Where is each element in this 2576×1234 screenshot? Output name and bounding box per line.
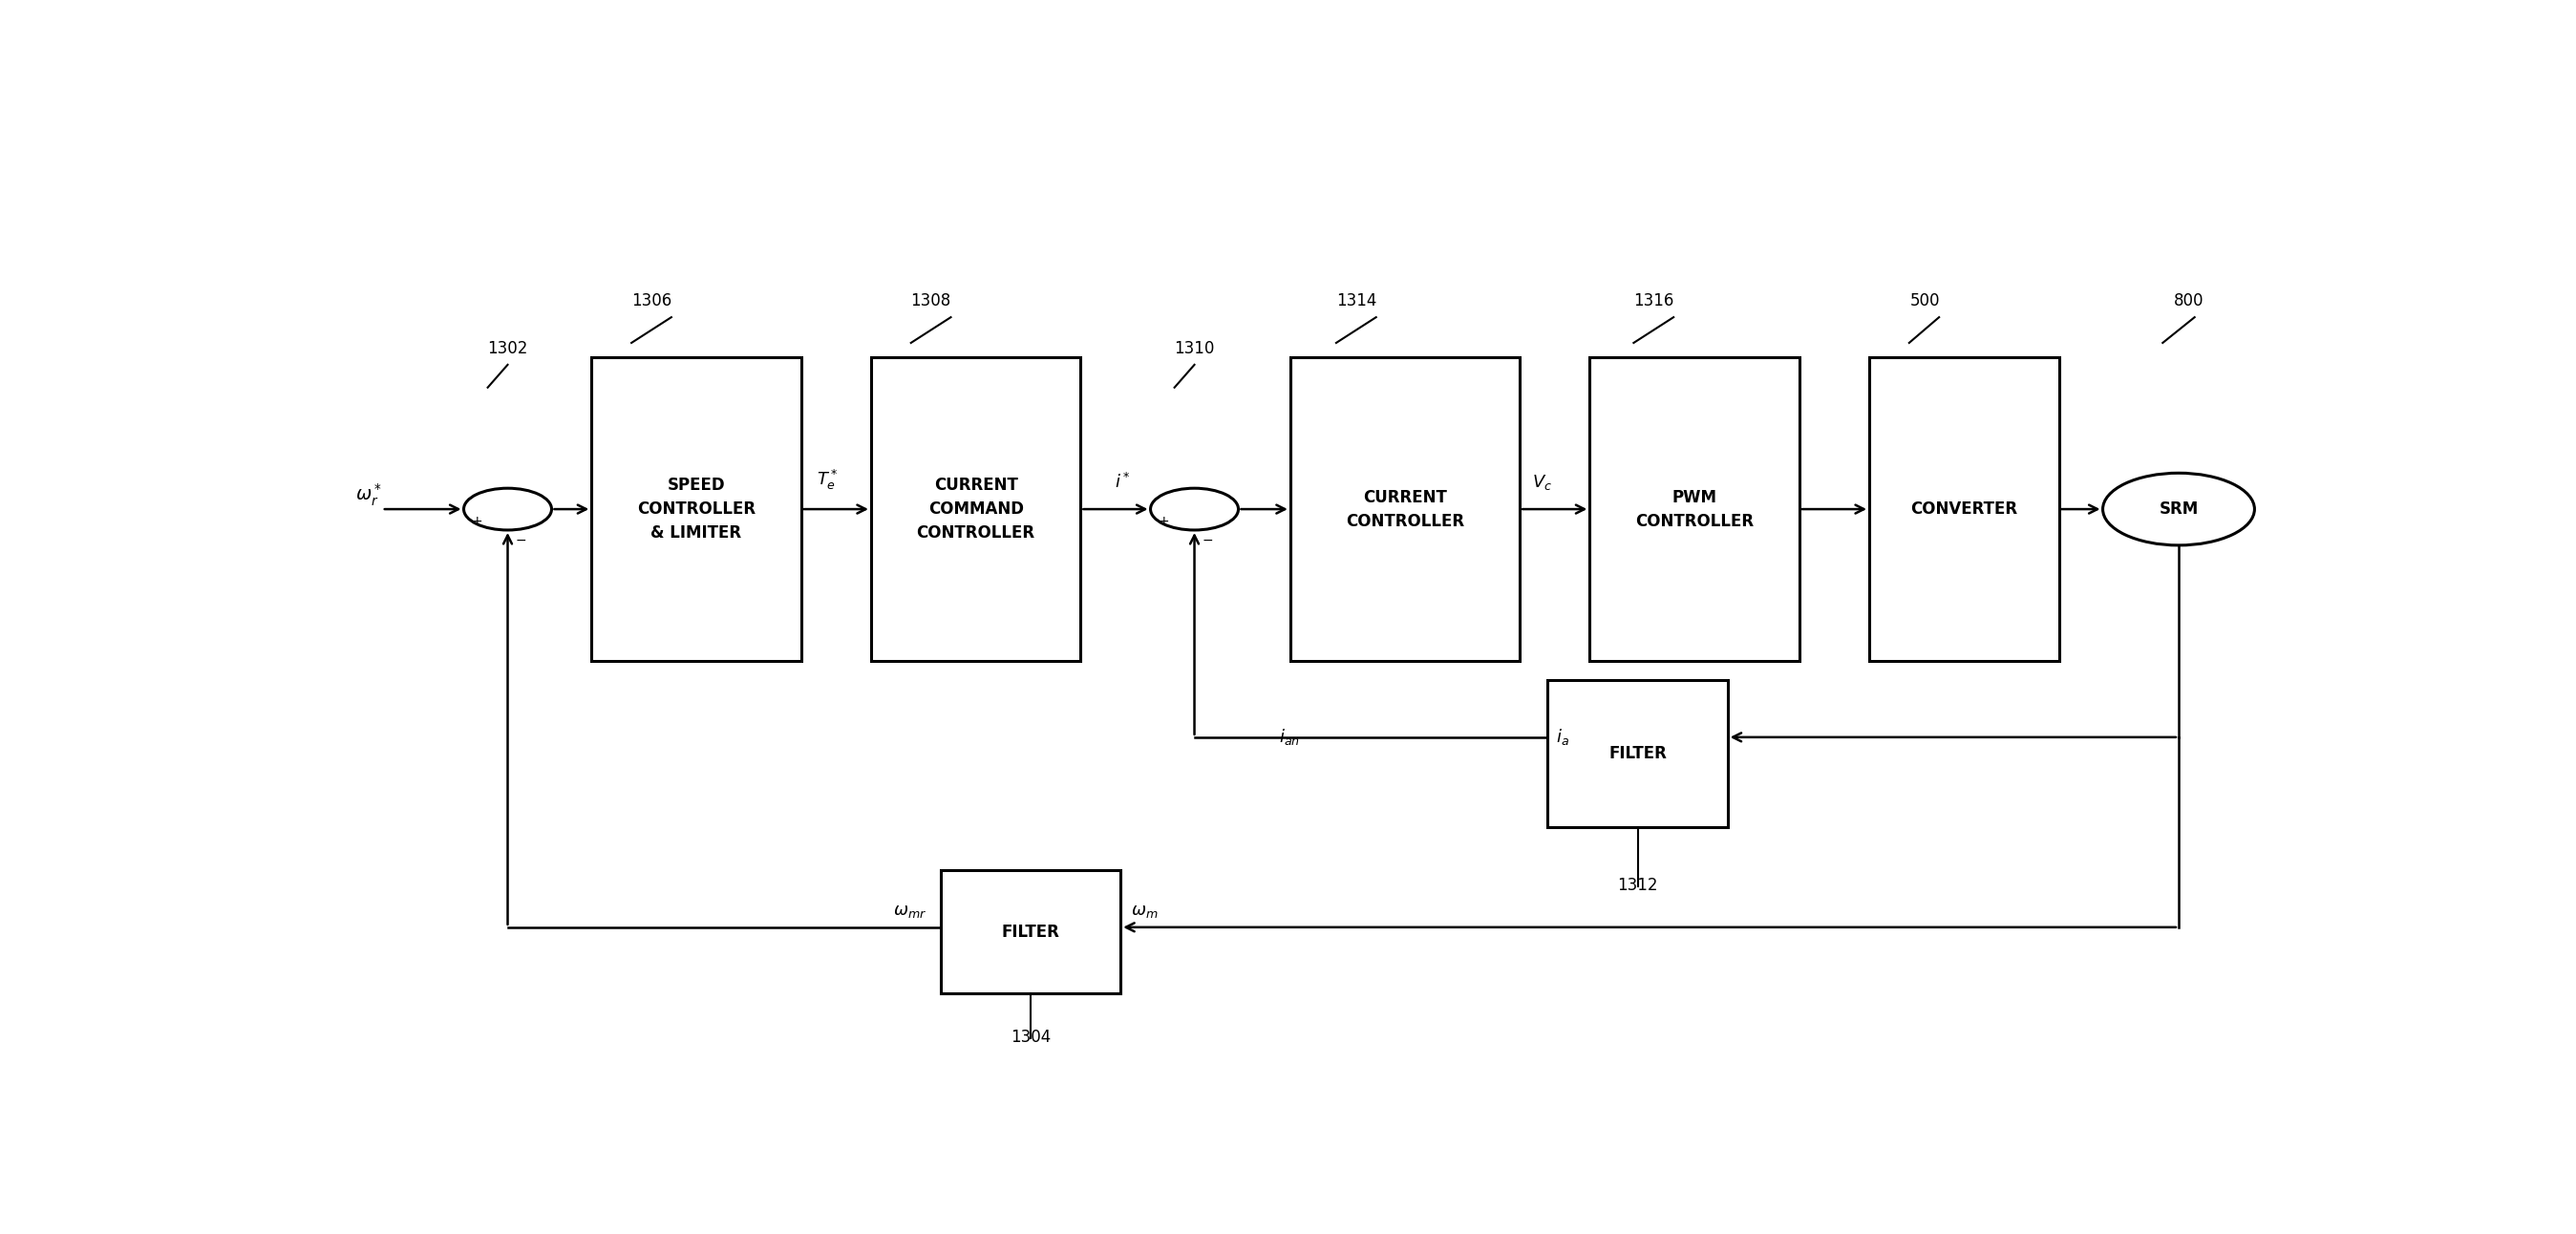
Text: 800: 800 [2174, 292, 2202, 310]
Text: 1308: 1308 [912, 292, 951, 310]
Text: 1302: 1302 [487, 339, 528, 357]
Text: $\omega_{mr}$: $\omega_{mr}$ [894, 902, 927, 919]
Text: −: − [515, 534, 526, 547]
Text: $V_c$: $V_c$ [1533, 473, 1551, 492]
Text: CURRENT
CONTROLLER: CURRENT CONTROLLER [1345, 489, 1463, 529]
Text: +: + [471, 515, 482, 528]
Bar [1870, 357, 2058, 661]
Bar [940, 870, 1121, 993]
Text: SRM: SRM [2159, 501, 2197, 518]
Bar [1589, 357, 1798, 661]
Text: 1312: 1312 [1618, 877, 1659, 893]
Text: 1314: 1314 [1337, 292, 1376, 310]
Bar [592, 357, 801, 661]
Text: 1316: 1316 [1633, 292, 1674, 310]
Circle shape [1151, 489, 1239, 531]
Text: $T_e^*$: $T_e^*$ [817, 468, 840, 492]
Bar [871, 357, 1082, 661]
Text: $i_a$: $i_a$ [1556, 727, 1569, 747]
Text: $i^*$: $i^*$ [1115, 473, 1131, 492]
Circle shape [2102, 473, 2254, 545]
Circle shape [464, 489, 551, 531]
Text: $i_{an}$: $i_{an}$ [1280, 727, 1301, 747]
Text: 1310: 1310 [1175, 339, 1216, 357]
Text: SPEED
CONTROLLER
& LIMITER: SPEED CONTROLLER & LIMITER [636, 476, 755, 542]
Text: CONVERTER: CONVERTER [1911, 501, 2017, 518]
Text: $\omega_m$: $\omega_m$ [1131, 902, 1157, 919]
Text: FILTER: FILTER [1002, 923, 1059, 940]
Text: $\omega_r^*$: $\omega_r^*$ [355, 481, 381, 508]
Text: 1304: 1304 [1010, 1029, 1051, 1046]
Text: 500: 500 [1909, 292, 1940, 310]
Bar [1291, 357, 1520, 661]
Text: CURRENT
COMMAND
CONTROLLER: CURRENT COMMAND CONTROLLER [917, 476, 1036, 542]
Text: 1306: 1306 [631, 292, 672, 310]
Text: −: − [1203, 534, 1213, 547]
Text: PWM
CONTROLLER: PWM CONTROLLER [1636, 489, 1754, 529]
Text: +: + [1159, 515, 1170, 528]
Bar [1548, 680, 1728, 828]
Text: FILTER: FILTER [1607, 745, 1667, 763]
